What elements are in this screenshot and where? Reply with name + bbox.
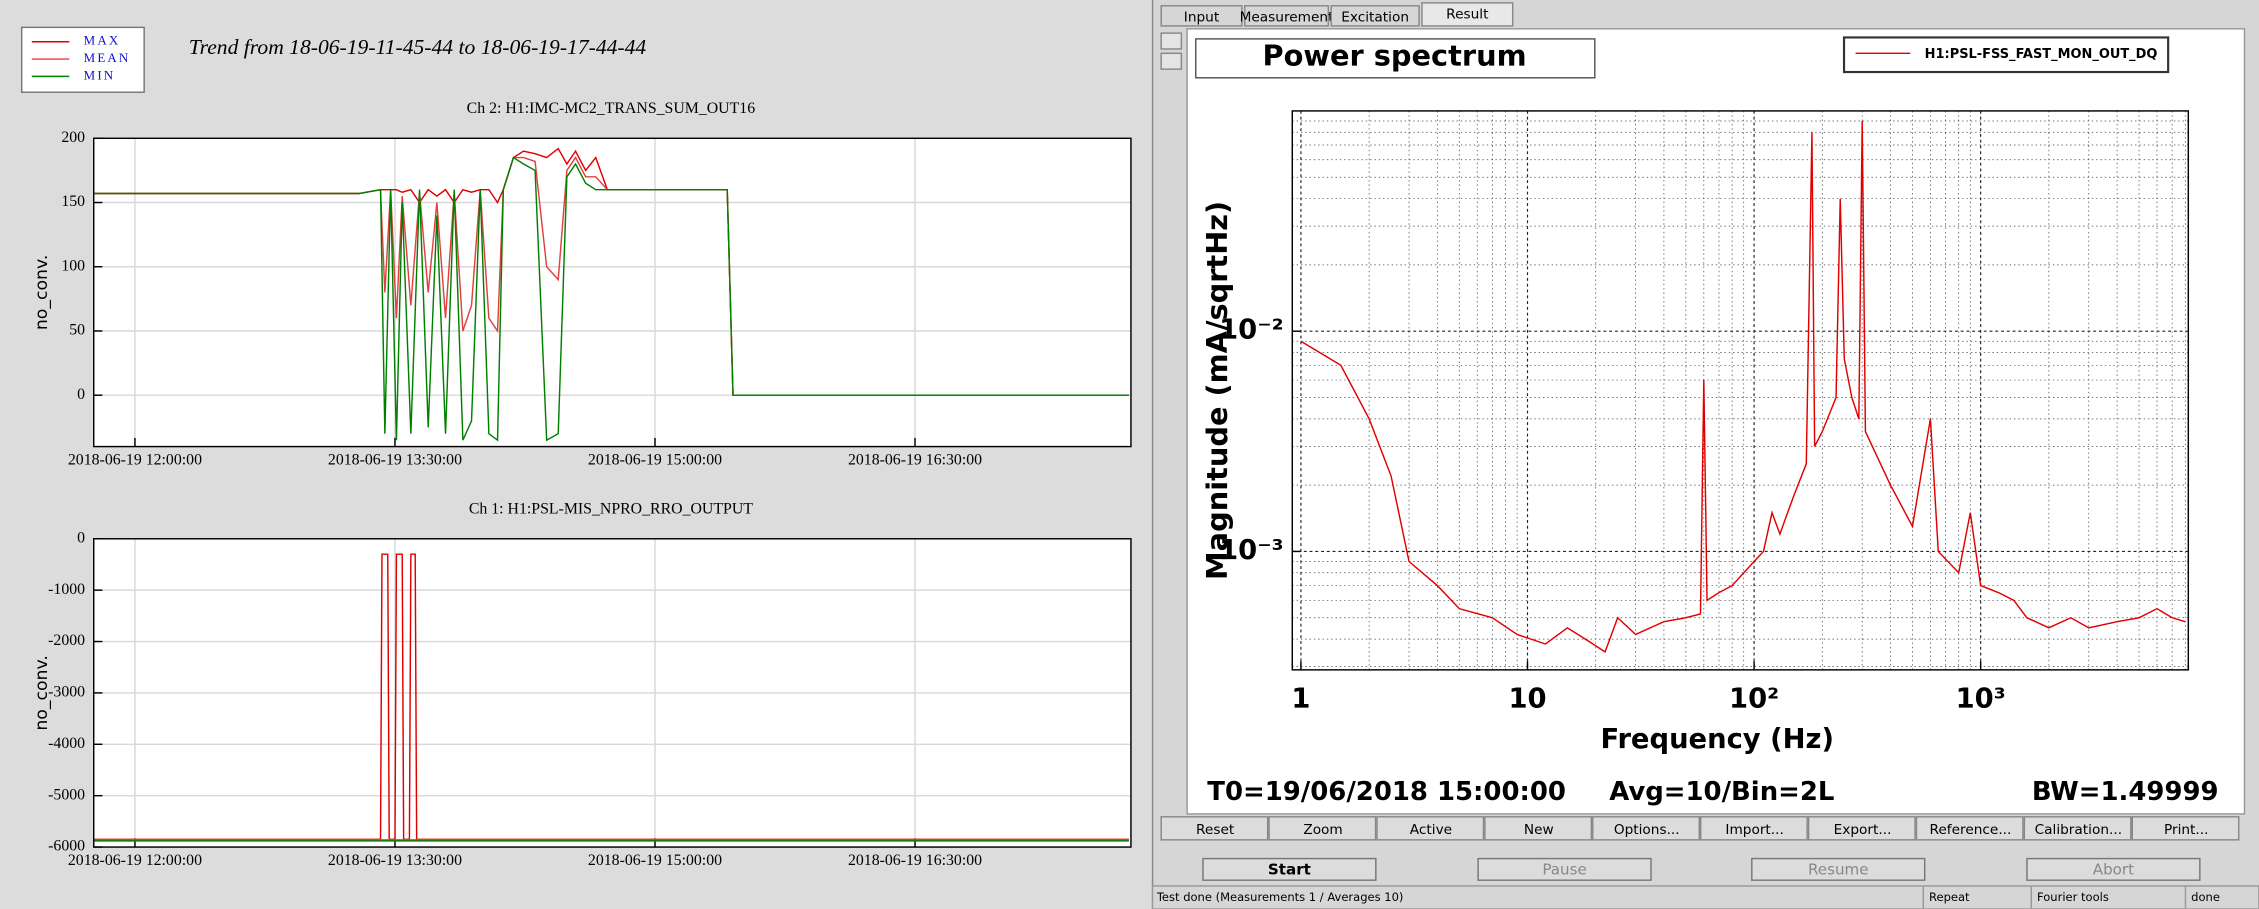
spectrum-legend	[1842, 36, 2170, 74]
button-label[interactable]: Reset	[1196, 822, 1235, 838]
legend-label: MAX	[84, 33, 121, 48]
legend-label: MEAN	[84, 50, 131, 65]
tab-label[interactable]: Measurement	[1240, 9, 1335, 25]
y-tick-label: -1000	[48, 581, 85, 598]
button[interactable]	[1592, 816, 1700, 841]
y-tick-label: -3000	[48, 684, 85, 701]
button[interactable]	[1376, 816, 1485, 841]
button-label[interactable]: Calibration...	[2035, 822, 2122, 838]
button[interactable]	[2131, 816, 2240, 841]
tab-label[interactable]: Input	[1184, 9, 1220, 25]
scroll-up[interactable]	[1160, 32, 1183, 50]
run-button[interactable]	[1477, 857, 1652, 881]
footer-avg: Avg=10/Bin=2L	[1609, 777, 1834, 807]
status-text: Repeat	[1929, 890, 1970, 904]
x-tick-label: 2018-06-19 12:00:00	[68, 852, 202, 869]
y-tick-label: -4000	[48, 735, 85, 752]
trend-legend	[20, 26, 145, 93]
run-button-label[interactable]: Abort	[2093, 861, 2134, 879]
y-tick-label: -6000	[48, 838, 85, 855]
footer-bw: BW=1.49999	[2032, 777, 2219, 807]
chart-title: Ch 1: H1:PSL-MIS_NPRO_RRO_OUTPUT	[469, 501, 753, 518]
tab[interactable]	[1421, 2, 1514, 27]
legend-label: H1:PSL-FSS_FAST_MON_OUT_DQ	[1925, 47, 2158, 62]
button[interactable]	[1484, 816, 1593, 841]
trend-title: Trend from 18-06-19-11-45-44 to 18-06-19…	[189, 35, 647, 59]
y-axis-label: no_conv.	[32, 255, 52, 331]
button-label[interactable]: Reference...	[1929, 822, 2011, 838]
run-button-label[interactable]: Start	[1268, 861, 1311, 879]
run-button-label[interactable]: Resume	[1808, 861, 1869, 879]
y-tick-label: 10⁻²	[1219, 315, 1284, 346]
tab[interactable]	[1330, 5, 1420, 27]
status-text: done	[2191, 890, 2220, 904]
series-line	[94, 553, 1129, 841]
button-label[interactable]: Zoom	[1303, 822, 1342, 838]
x-tick-label: 2018-06-19 13:30:00	[328, 452, 462, 469]
series-line	[94, 147, 1129, 396]
series-line	[94, 156, 1129, 396]
x-tick-label: 2018-06-19 15:00:00	[588, 852, 722, 869]
x-tick-label: 2018-06-19 13:30:00	[328, 852, 462, 869]
button[interactable]	[1160, 816, 1269, 841]
tab[interactable]	[1160, 5, 1243, 27]
y-tick-label: 200	[61, 129, 85, 146]
plot-area	[1292, 110, 2189, 670]
y-tick-label: -5000	[48, 786, 85, 803]
y-tick-label: 0	[77, 386, 85, 403]
plot-frame	[93, 137, 1132, 448]
x-tick-label: 2018-06-19 12:00:00	[68, 452, 202, 469]
button[interactable]	[1915, 816, 2024, 841]
series-line	[1300, 120, 2186, 653]
chart-title: Ch 2: H1:IMC-MC2_TRANS_SUM_OUT16	[467, 100, 756, 117]
legend-label: MIN	[84, 67, 116, 82]
y-axis-label: Magnitude (mA/sqrtHz)	[1200, 201, 1234, 580]
run-button-label[interactable]: Pause	[1542, 861, 1586, 879]
tab[interactable]	[1244, 5, 1330, 27]
y-tick-label: 100	[61, 257, 85, 274]
run-button[interactable]	[1202, 857, 1377, 881]
series-line	[94, 156, 1129, 442]
y-tick-label: -2000	[48, 632, 85, 649]
y-tick-label: 50	[69, 322, 85, 339]
button-label[interactable]: Export...	[1834, 822, 1892, 838]
tab-label[interactable]: Result	[1446, 6, 1489, 22]
button-label[interactable]: Active	[1410, 822, 1452, 838]
y-axis-label: no_conv.	[32, 655, 52, 731]
footer-t0: T0=19/06/2018 15:00:00	[1207, 777, 1566, 807]
button-label[interactable]: New	[1524, 822, 1554, 838]
spectrum-title: Power spectrum	[1263, 39, 1527, 73]
x-tick-label: 10²	[1729, 684, 1779, 715]
plot-area	[93, 138, 1131, 447]
x-tick-label: 10³	[1956, 684, 2006, 715]
spectrum-title-box	[1195, 38, 1596, 79]
scroll-down[interactable]	[1160, 52, 1183, 70]
x-tick-label: 2018-06-19 16:30:00	[848, 452, 982, 469]
y-tick-label: 150	[61, 193, 85, 210]
x-tick-label: 10	[1508, 684, 1546, 715]
plot-frame	[93, 538, 1132, 848]
status-text: Test done (Measurements 1 / Averages 10)	[1156, 890, 1404, 904]
x-axis-label: Frequency (Hz)	[1601, 724, 1835, 755]
plot-frame	[1291, 110, 2190, 671]
tab-label[interactable]: Excitation	[1341, 9, 1409, 25]
x-tick-label: 1	[1291, 684, 1310, 715]
y-tick-label: 10⁻³	[1219, 535, 1284, 566]
button[interactable]	[1268, 816, 1377, 841]
button-label[interactable]: Import...	[1725, 822, 1783, 838]
run-button[interactable]	[1751, 857, 1926, 881]
run-button[interactable]	[2026, 857, 2201, 881]
y-tick-label: 0	[77, 529, 85, 546]
button[interactable]	[1699, 816, 1808, 841]
button-label[interactable]: Options...	[1614, 822, 1680, 838]
button[interactable]	[2023, 816, 2132, 841]
x-tick-label: 2018-06-19 16:30:00	[848, 852, 982, 869]
button[interactable]	[1807, 816, 1916, 841]
x-tick-label: 2018-06-19 15:00:00	[588, 452, 722, 469]
status-text: Fourier tools	[2037, 890, 2109, 904]
button-label[interactable]: Print...	[2164, 822, 2209, 838]
